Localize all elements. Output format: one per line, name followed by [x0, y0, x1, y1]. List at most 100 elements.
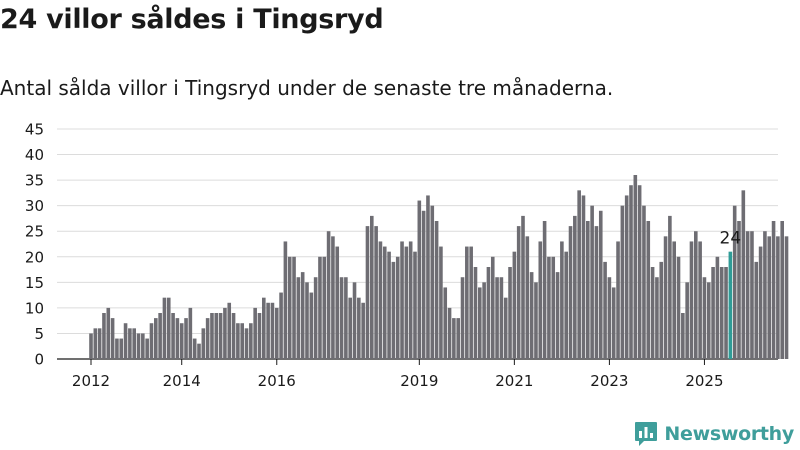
bar: [382, 246, 387, 359]
bar: [417, 200, 422, 359]
bar: [262, 297, 266, 359]
bar: [408, 241, 413, 359]
bar: [279, 292, 283, 359]
bar: [706, 282, 711, 359]
last-value-label: 24: [720, 229, 742, 249]
bar: [780, 221, 784, 359]
y-tick-label: 35: [25, 172, 44, 190]
bar: [560, 241, 564, 359]
bar: [145, 338, 149, 359]
bar: [387, 251, 391, 359]
bar: [624, 195, 629, 359]
bar: [357, 297, 361, 359]
bar: [715, 256, 720, 359]
bar: [287, 256, 292, 359]
bar: [469, 246, 473, 359]
bar: [486, 267, 491, 359]
bar: [478, 287, 482, 359]
bar: [637, 185, 642, 359]
bar: [456, 318, 460, 359]
bar: [214, 313, 219, 359]
bar: [322, 256, 327, 359]
bar: [516, 226, 521, 359]
bar: [292, 256, 296, 359]
bar: [430, 205, 435, 359]
bar: [439, 246, 443, 359]
x-axis: 2012 2014 2016 2019 2021 2023 2025: [72, 359, 724, 390]
bar: [521, 215, 525, 359]
bar: [719, 267, 724, 359]
bar: [348, 297, 352, 359]
bar: [650, 267, 655, 359]
bar: [702, 277, 707, 359]
bar: [274, 307, 279, 359]
bar: [508, 267, 512, 359]
bar: [339, 277, 344, 359]
bar: [326, 231, 331, 359]
bar-chart-speech-icon: [635, 422, 658, 446]
bar: [620, 205, 625, 359]
bar: [694, 231, 698, 359]
bar: [465, 246, 469, 359]
bar: [512, 251, 517, 359]
bar: [724, 267, 728, 359]
y-tick-label: 25: [25, 223, 44, 241]
bar: [499, 277, 504, 359]
bar: [266, 302, 270, 359]
bar: [503, 297, 508, 359]
bar: [555, 272, 560, 359]
bar: [668, 215, 672, 359]
bar: [184, 318, 188, 359]
bar: [594, 226, 599, 359]
bar: [365, 226, 370, 359]
bar: [771, 221, 776, 359]
bar: [378, 241, 383, 359]
bar: [249, 323, 253, 359]
x-tick-label: 2014: [163, 372, 201, 390]
bar: [175, 318, 180, 359]
bar: [154, 318, 158, 359]
y-axis: 0 5 10 15 20 25 30 35 40 45: [25, 121, 44, 369]
bar: [633, 175, 638, 359]
bar: [205, 318, 210, 359]
chart-title: 24 villor såldes i Tingsryd: [0, 4, 384, 35]
bar: [495, 277, 499, 359]
bar: [698, 241, 702, 359]
x-tick-label: 2023: [590, 372, 628, 390]
bar: [784, 236, 789, 359]
bar: [776, 236, 780, 359]
bar: [542, 221, 547, 359]
x-tick-label: 2019: [400, 372, 438, 390]
bar: [676, 256, 681, 359]
bar: [270, 302, 275, 359]
bar: [443, 287, 448, 359]
bar: [89, 333, 93, 359]
bar: [447, 307, 452, 359]
bar: [119, 338, 124, 359]
bar: [300, 272, 305, 359]
bar: [197, 343, 201, 359]
bar: [283, 241, 288, 359]
bar: [188, 307, 193, 359]
bar: [750, 231, 754, 359]
bar: [434, 221, 439, 359]
y-tick-label: 15: [25, 274, 44, 292]
bar: [681, 313, 685, 359]
bar: [223, 307, 227, 359]
bar: [685, 282, 689, 359]
bar: [616, 241, 620, 359]
bar: [374, 226, 378, 359]
bar: [192, 338, 197, 359]
bar: [370, 215, 374, 359]
bar: [629, 185, 633, 359]
bar: [128, 328, 132, 359]
bar: [732, 205, 737, 359]
bars: [89, 175, 789, 359]
bar: [646, 221, 651, 359]
y-tick-label: 30: [25, 197, 44, 215]
y-tick-label: 20: [25, 248, 44, 266]
bar: [210, 313, 214, 359]
bar: [313, 277, 318, 359]
y-tick-label: 45: [25, 121, 44, 139]
